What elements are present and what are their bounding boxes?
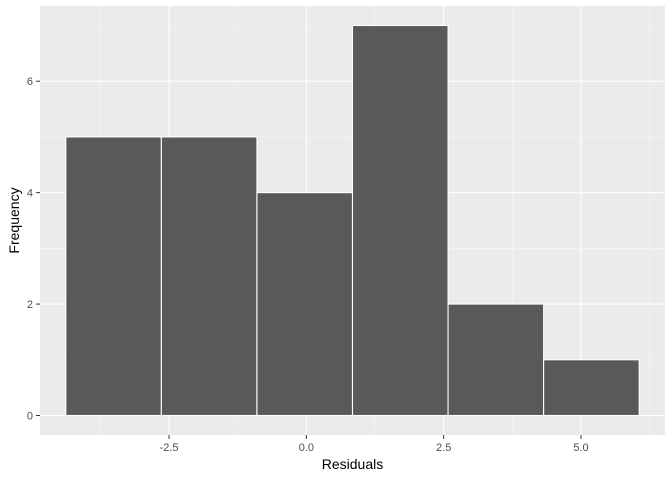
histogram-bar bbox=[65, 136, 162, 417]
x-tick-label: 0.0 bbox=[299, 442, 314, 454]
x-tick-label: -2.5 bbox=[160, 442, 179, 454]
y-tick-label: 0 bbox=[27, 411, 33, 423]
histogram-bar bbox=[160, 136, 258, 417]
y-tick-label: 4 bbox=[27, 188, 33, 200]
histogram-bar bbox=[351, 24, 449, 417]
x-tick-label: 5.0 bbox=[573, 442, 588, 454]
y-axis-ticks: 0 2 4 6 bbox=[27, 76, 40, 423]
histogram-bar bbox=[447, 303, 545, 417]
x-axis-ticks: -2.5 0.0 2.5 5.0 bbox=[160, 435, 589, 454]
y-tick-label: 6 bbox=[27, 76, 33, 88]
histogram-bars bbox=[65, 24, 640, 417]
y-axis-title: Frequency bbox=[6, 187, 22, 253]
y-tick-label: 2 bbox=[27, 299, 33, 311]
x-tick-label: 2.5 bbox=[436, 442, 451, 454]
x-axis-title: Residuals bbox=[322, 456, 383, 472]
histogram-bar bbox=[256, 192, 354, 417]
histogram-bar bbox=[543, 359, 640, 417]
